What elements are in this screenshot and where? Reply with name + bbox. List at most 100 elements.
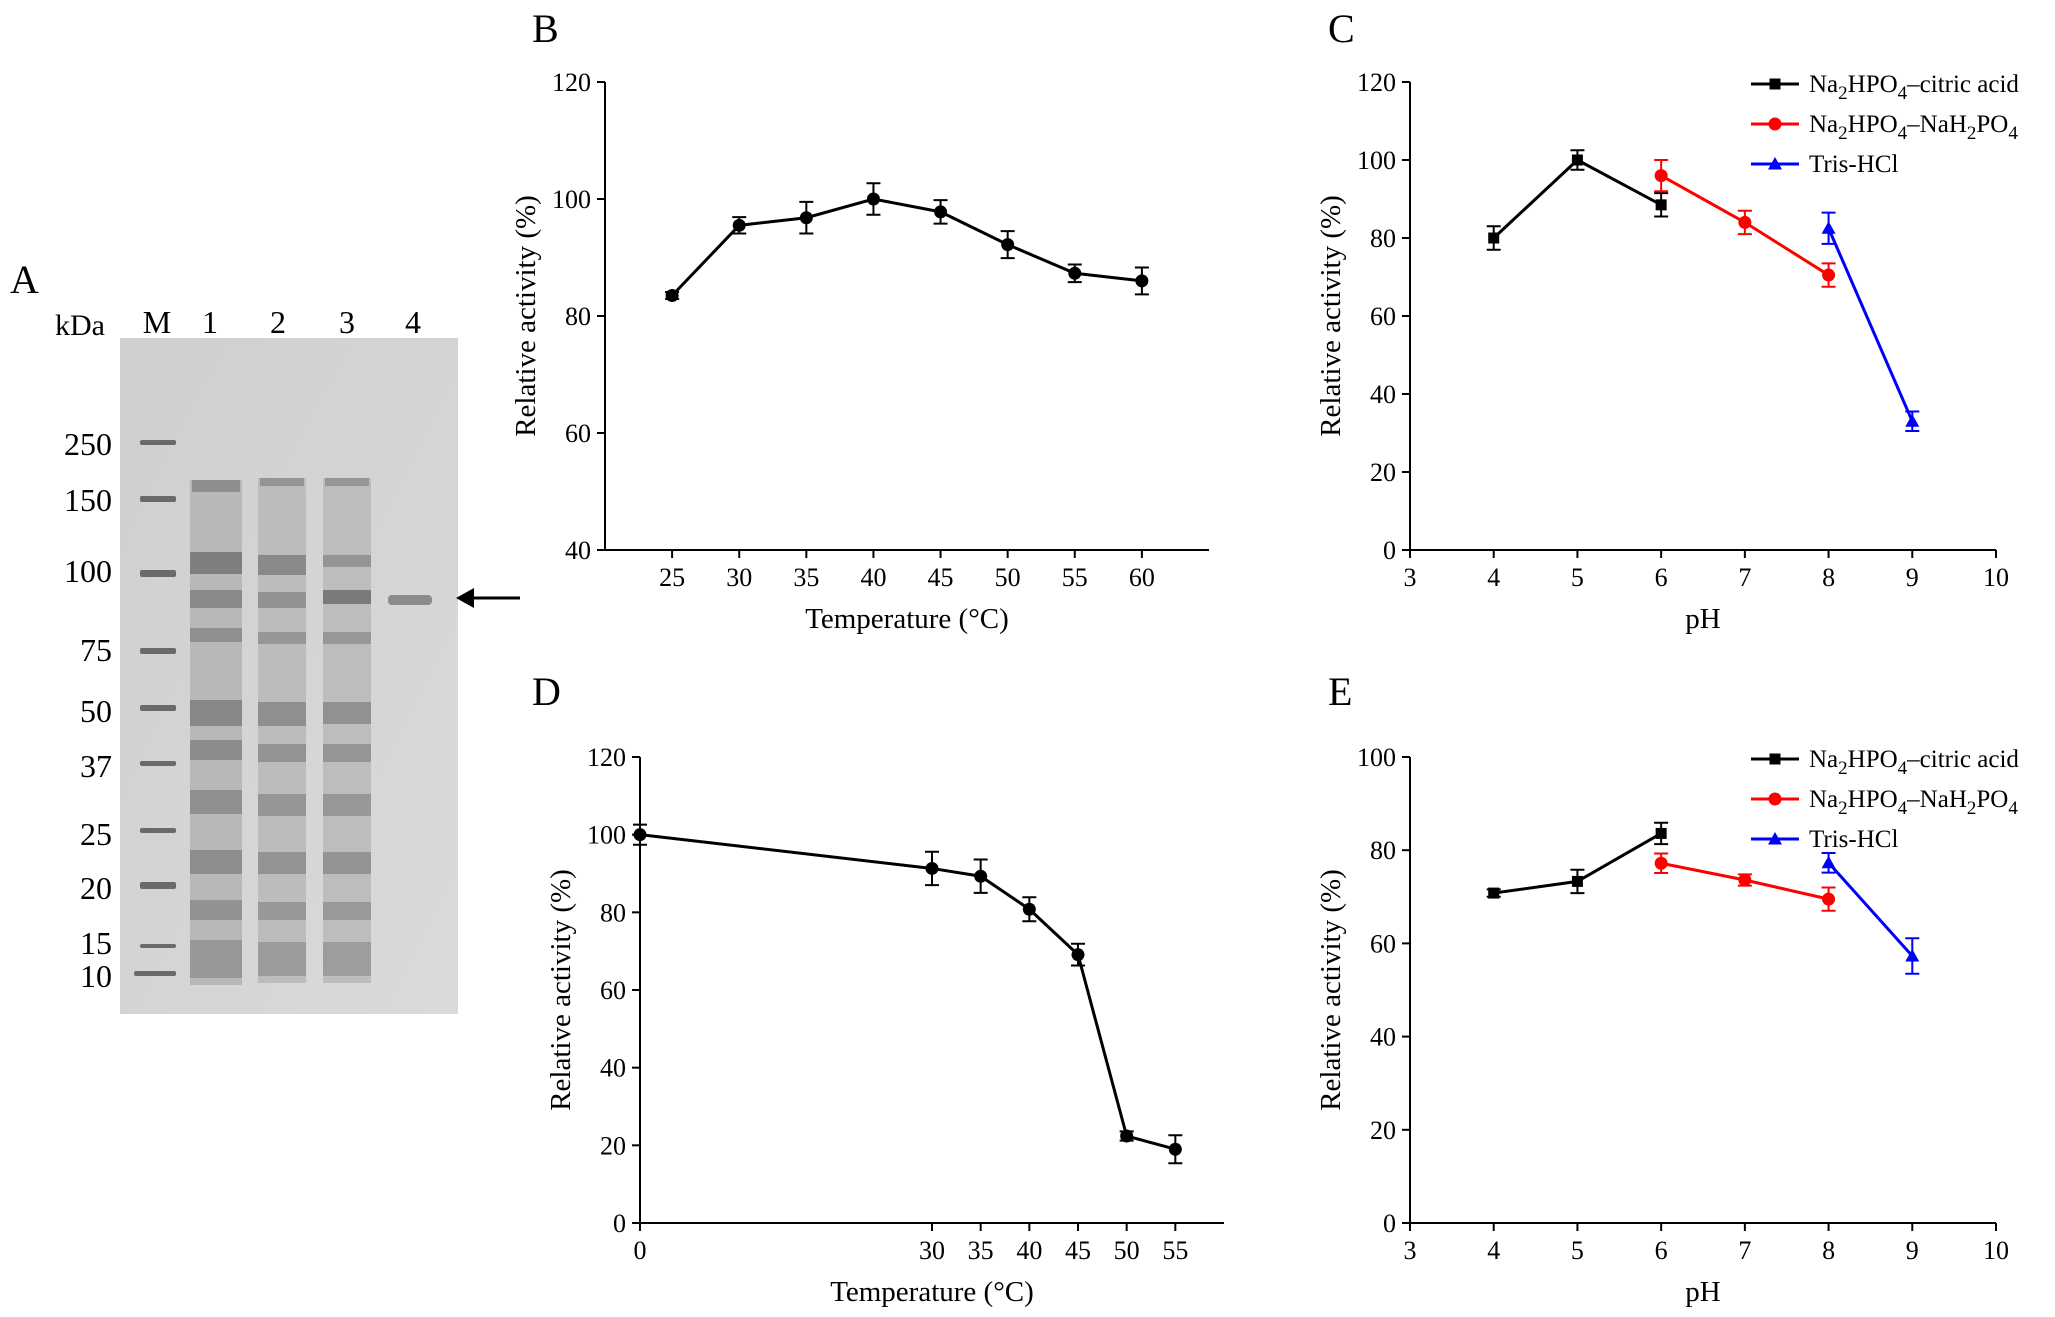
legend-entry: Na2HPO4–NaH2PO4 <box>1809 786 2018 819</box>
axis-lines <box>639 757 1224 1224</box>
gel-lane-1 <box>190 480 242 985</box>
x-tick-label: 5 <box>1571 1236 1584 1265</box>
gel-lane-2 <box>258 478 306 983</box>
x-tick-label: 45 <box>1065 1236 1091 1265</box>
data-point <box>1821 221 1836 234</box>
x-tick-label: 60 <box>1129 563 1155 592</box>
data-point <box>1655 199 1667 211</box>
x-tick-label: 10 <box>1983 1236 2009 1265</box>
axis-lines <box>604 82 1209 551</box>
data-point <box>1135 274 1149 288</box>
x-tick-label: 45 <box>928 563 954 592</box>
gel-lane-label-1: 1 <box>202 304 218 340</box>
marker-band <box>140 828 176 833</box>
marker-band <box>140 496 176 502</box>
y-tick-label: 100 <box>587 821 626 850</box>
marker-band <box>140 705 176 711</box>
y-tick-label: 120 <box>552 68 591 97</box>
legend-entry: Tris-HCl <box>1809 826 1898 853</box>
x-tick-label: 8 <box>1822 1236 1835 1265</box>
y-tick-label: 80 <box>565 302 591 331</box>
legend-entry: Na2HPO4–citric acid <box>1809 71 2019 104</box>
marker-size-label: 50 <box>80 693 112 729</box>
y-tick-label: 100 <box>1357 146 1396 175</box>
data-point <box>974 869 988 883</box>
gel-lane-label-4: 4 <box>405 304 421 340</box>
marker-size-label: 15 <box>80 925 112 961</box>
marker-size-label: 37 <box>80 748 112 784</box>
marker-size-label: 75 <box>80 632 112 668</box>
data-point <box>1022 902 1036 916</box>
data-point <box>1571 154 1583 166</box>
panel-label-d: D <box>532 669 561 714</box>
axis-lines <box>1409 82 1996 551</box>
data-point <box>1488 887 1500 899</box>
x-tick-label: 25 <box>659 563 685 592</box>
panel-label-c: C <box>1328 6 1355 51</box>
x-tick-label: 3 <box>1404 1236 1417 1265</box>
series-0 <box>665 182 1149 303</box>
panel-label-e: E <box>1328 669 1352 714</box>
y-tick-label: 20 <box>1370 1116 1396 1145</box>
marker-band <box>140 570 176 577</box>
data-point <box>732 218 746 232</box>
x-tick-label: 55 <box>1062 563 1088 592</box>
data-point <box>1738 873 1752 887</box>
y-tick-label: 100 <box>1357 743 1396 772</box>
legend-marker <box>1769 753 1781 765</box>
y-axis-label: Relative activity (%) <box>545 869 577 1111</box>
gel-lane-label-2: 2 <box>270 304 286 340</box>
y-tick-label: 0 <box>1383 1209 1396 1238</box>
panel-b-chart: B 40 60 80 100 120 25 30 35 40 45 50 55 60 Temperature… <box>510 6 1209 635</box>
x-axis-label: Temperature (°C) <box>805 603 1009 635</box>
x-tick-label: 5 <box>1571 563 1584 592</box>
y-axis-label: Relative activity (%) <box>1315 195 1347 437</box>
series-line <box>639 833 1176 1151</box>
x-tick-label: 4 <box>1487 1236 1500 1265</box>
data-point <box>1822 892 1836 906</box>
panel-a-gel: A kDa M 1 2 3 4 250 150 100 75 50 37 25 … <box>10 257 520 1014</box>
purified-protein-band <box>388 595 432 605</box>
y-tick-label: 60 <box>565 419 591 448</box>
data-point <box>1068 266 1082 280</box>
legend-marker <box>1768 117 1782 131</box>
marker-size-label: 250 <box>64 426 112 462</box>
x-tick-label: 35 <box>793 563 819 592</box>
marker-band <box>140 882 176 889</box>
x-tick-label: 10 <box>1983 563 2009 592</box>
data-point <box>1168 1142 1182 1156</box>
data-point <box>1905 948 1920 962</box>
x-tick-label: 0 <box>634 1236 647 1265</box>
x-tick-label: 50 <box>1114 1236 1140 1265</box>
series-line <box>1827 861 1914 957</box>
y-tick-label: 20 <box>600 1131 626 1160</box>
gel-lane-label-3: 3 <box>339 304 355 340</box>
legend: Na2HPO4–citric acid Na2HPO4–NaH2PO4 Tris-H… <box>1751 71 2019 178</box>
panel-e-chart: E 0 20 40 60 80 100 3 4 5 6 7 8 9 10 pH Relative activit… <box>1315 669 2019 1308</box>
gel-kda-label: kDa <box>55 309 105 342</box>
marker-band <box>140 440 176 445</box>
marker-band <box>140 944 176 948</box>
x-tick-label: 55 <box>1162 1236 1188 1265</box>
x-tick-label: 30 <box>919 1236 945 1265</box>
panel-label-a: A <box>10 257 39 302</box>
marker-band <box>140 761 176 766</box>
marker-band <box>134 971 176 976</box>
y-tick-label: 40 <box>565 536 591 565</box>
series-line <box>1492 158 1662 240</box>
y-tick-label: 80 <box>1370 224 1396 253</box>
axis-lines <box>1409 757 1996 1224</box>
y-tick-label: 40 <box>1370 1023 1396 1052</box>
series-1 <box>1654 852 1836 912</box>
data-point <box>1821 855 1836 869</box>
series-line <box>1827 227 1914 422</box>
data-point <box>665 289 679 303</box>
y-tick-label: 0 <box>613 1209 626 1238</box>
panel-d-chart: D 0 20 40 60 80 100 120 0 30 35 40 45 50 55 Temperature… <box>532 669 1224 1308</box>
x-tick-label: 9 <box>1906 563 1919 592</box>
data-point <box>1071 948 1085 962</box>
series-2 <box>1821 211 1920 433</box>
y-tick-label: 40 <box>1370 380 1396 409</box>
data-point <box>925 861 939 875</box>
marker-size-label: 10 <box>80 958 112 994</box>
